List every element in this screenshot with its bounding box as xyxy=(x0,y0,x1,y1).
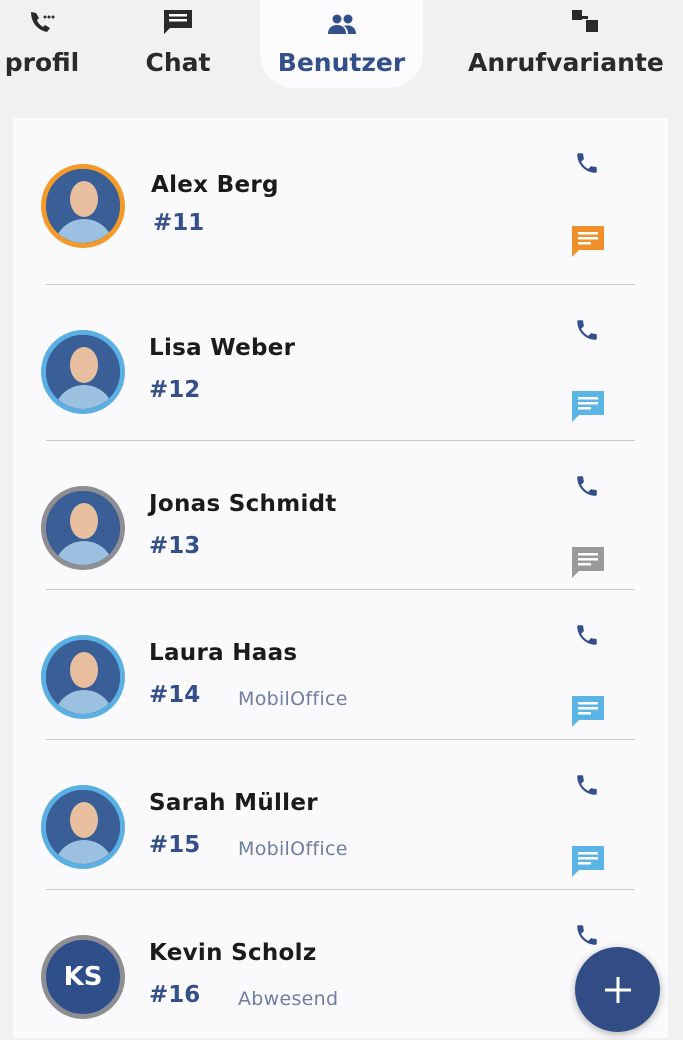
phone-icon[interactable] xyxy=(574,922,600,948)
chat-icon xyxy=(128,0,228,34)
user-extension: #16 xyxy=(149,982,201,1008)
user-status: MobilOffice xyxy=(238,688,348,710)
user-row[interactable]: Alex Berg #11 xyxy=(41,118,635,285)
user-name: Sarah Müller xyxy=(149,790,318,816)
chat-icon[interactable] xyxy=(571,694,605,728)
chat-icon[interactable] xyxy=(571,224,605,258)
user-extension: #14 xyxy=(149,682,201,708)
user-row[interactable]: Laura Haas #14 MobilOffice xyxy=(41,590,635,740)
chat-icon[interactable] xyxy=(571,389,605,423)
user-extension: #12 xyxy=(149,377,201,403)
tab-rufprofil[interactable]: profil xyxy=(0,0,92,77)
user-list: Alex Berg #11 Lisa Weber #12 Jonas Schmi… xyxy=(13,118,668,1038)
avatar xyxy=(41,635,125,719)
user-row[interactable]: Lisa Weber #12 xyxy=(41,285,635,441)
user-extension: #11 xyxy=(153,210,205,236)
avatar xyxy=(41,330,125,414)
phone-icon[interactable] xyxy=(574,622,600,648)
tab-anrufvariante[interactable]: Anrufvariante xyxy=(468,0,683,77)
avatar xyxy=(41,164,125,248)
plus-icon xyxy=(604,976,631,1003)
chat-icon[interactable] xyxy=(571,844,605,878)
avatar: KS xyxy=(41,935,125,1019)
user-name: Jonas Schmidt xyxy=(149,491,337,517)
avatar xyxy=(41,486,125,570)
tab-chat[interactable]: Chat xyxy=(128,0,228,77)
phone-icon[interactable] xyxy=(574,772,600,798)
avatar xyxy=(41,785,125,869)
phone-dots-icon xyxy=(0,0,92,34)
user-status: Abwesend xyxy=(238,988,339,1010)
user-name: Laura Haas xyxy=(149,640,298,666)
chat-icon[interactable] xyxy=(571,545,605,579)
user-extension: #15 xyxy=(149,832,201,858)
tab-bar: profil Chat Benutzer Anrufvariante xyxy=(0,0,683,100)
add-user-button[interactable] xyxy=(575,947,660,1032)
user-row[interactable]: Sarah Müller #15 MobilOffice xyxy=(41,740,635,890)
user-extension: #13 xyxy=(149,533,201,559)
user-name: Lisa Weber xyxy=(149,335,296,361)
call-flow-icon xyxy=(468,0,683,34)
tab-benutzer[interactable]: Benutzer xyxy=(260,0,423,88)
phone-icon[interactable] xyxy=(574,317,600,343)
user-status: MobilOffice xyxy=(238,838,348,860)
user-name: Alex Berg xyxy=(151,172,279,198)
users-icon xyxy=(260,0,423,34)
user-row[interactable]: KS Kevin Scholz #16 Abwesend xyxy=(41,890,635,1040)
phone-icon[interactable] xyxy=(574,150,600,176)
user-name: Kevin Scholz xyxy=(149,940,317,966)
phone-icon[interactable] xyxy=(574,473,600,499)
user-row[interactable]: Jonas Schmidt #13 xyxy=(41,441,635,590)
